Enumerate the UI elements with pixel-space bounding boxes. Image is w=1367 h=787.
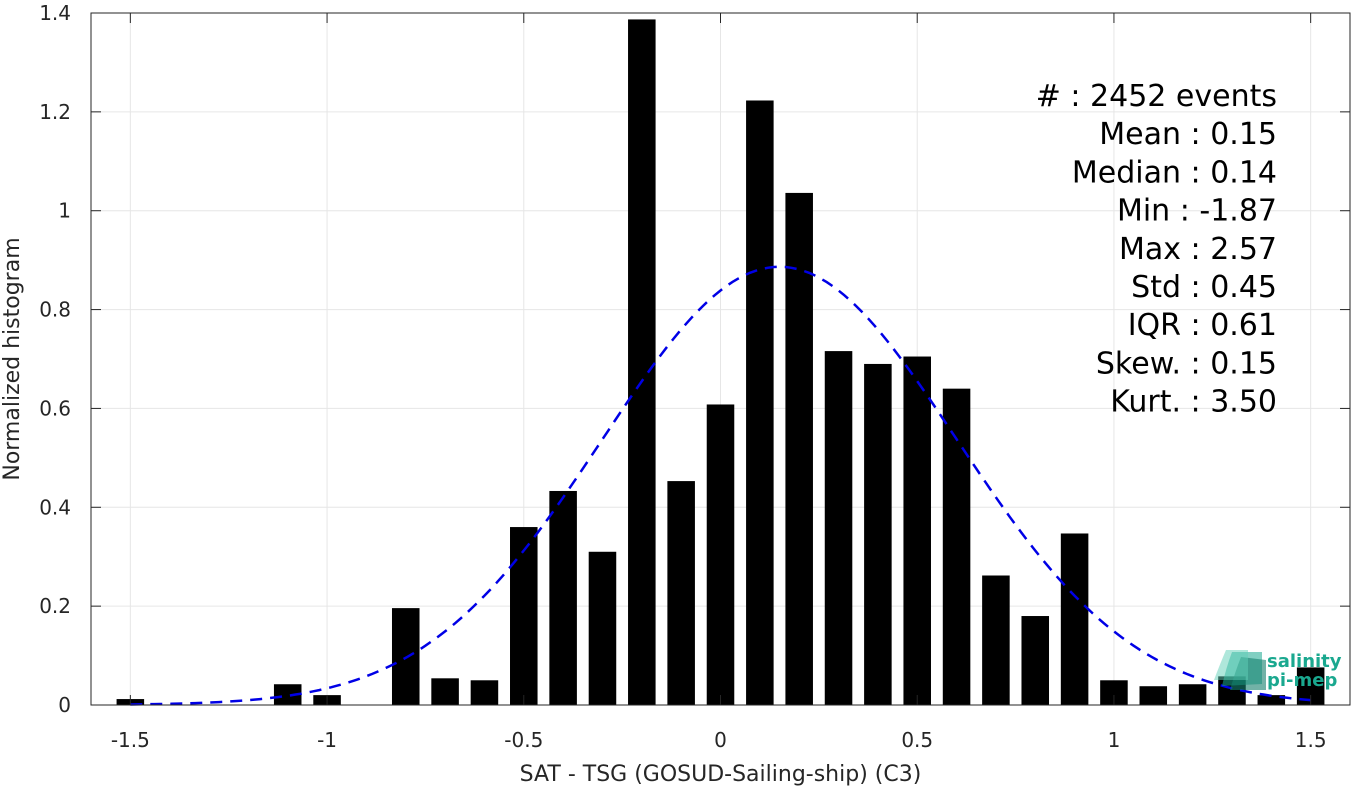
y-tick-label: 0.6 xyxy=(39,396,71,420)
grid-lines xyxy=(91,12,1350,706)
histogram-bar xyxy=(706,404,735,705)
histogram-bar xyxy=(510,527,538,705)
histogram-bar xyxy=(470,680,499,705)
stats-line: Skew. : 0.15 xyxy=(1096,346,1277,381)
y-tick-label: 1.4 xyxy=(39,1,71,25)
histogram-bar xyxy=(667,481,695,705)
histogram-bar xyxy=(588,551,617,705)
histogram-bar xyxy=(982,575,1010,705)
histogram-bar xyxy=(903,356,931,705)
x-axis-label: SAT - TSG (GOSUD-Sailing-ship) (C3) xyxy=(520,762,922,787)
histogram-bar xyxy=(1257,695,1286,705)
logo-text-salinity: salinity xyxy=(1267,651,1342,672)
histogram-bar xyxy=(824,351,853,705)
histogram-bar xyxy=(1060,533,1089,705)
y-tick-label: 0.4 xyxy=(39,495,71,519)
x-tick-label: -1 xyxy=(317,728,337,752)
histogram-bar xyxy=(1139,686,1168,705)
stats-line: Kurt. : 3.50 xyxy=(1110,385,1277,420)
stats-line: Std : 0.45 xyxy=(1131,270,1277,305)
axis-ticks xyxy=(91,12,1350,706)
x-tick-label: 0 xyxy=(714,728,727,752)
logo-text-pi-mep: pi-mep xyxy=(1267,670,1337,691)
salinity-pi-mep-logo: salinity pi-mep xyxy=(1214,650,1342,691)
gaussian-fit-curve xyxy=(130,265,1311,706)
histogram-bar xyxy=(1178,684,1207,705)
x-tick-label: 1.5 xyxy=(1295,728,1327,752)
x-tick-label: 1 xyxy=(1108,728,1121,752)
y-tick-label: 0.2 xyxy=(39,594,71,618)
y-tick-labels: 0 0.2 0.4 0.6 0.8 1 1.2 1.4 xyxy=(39,1,71,717)
histogram-bar xyxy=(628,19,656,705)
x-tick-label: -1.5 xyxy=(111,728,150,752)
y-tick-label: 0 xyxy=(58,693,71,717)
y-tick-label: 1 xyxy=(58,199,71,223)
histogram-bar xyxy=(273,684,302,705)
stats-line: Min : -1.87 xyxy=(1117,194,1277,229)
x-tick-label: -0.5 xyxy=(504,728,543,752)
stats-line: IQR : 0.61 xyxy=(1128,308,1277,343)
stats-line: Median : 0.14 xyxy=(1072,155,1277,190)
histogram-bar xyxy=(942,388,971,705)
histogram-bar xyxy=(864,363,892,705)
y-axis-label: Normalized histogram xyxy=(0,237,25,480)
histogram-bar xyxy=(549,490,577,705)
x-tick-labels: -1.5 -1 -0.5 0 0.5 1 1.5 xyxy=(111,728,1327,752)
stats-line: Mean : 0.15 xyxy=(1099,117,1277,152)
histogram-bar xyxy=(785,192,813,706)
stats-line: # : 2452 events xyxy=(1036,79,1277,114)
stats-line: Max : 2.57 xyxy=(1119,232,1277,267)
histogram-bar xyxy=(431,678,459,705)
histogram-bar xyxy=(1021,616,1050,705)
y-tick-label: 0.8 xyxy=(39,298,71,322)
x-tick-label: 0.5 xyxy=(901,728,933,752)
y-tick-label: 1.2 xyxy=(39,100,71,124)
histogram-bar xyxy=(746,100,774,705)
histogram-bars xyxy=(116,19,1325,706)
logo-mark-icon xyxy=(1214,650,1266,690)
